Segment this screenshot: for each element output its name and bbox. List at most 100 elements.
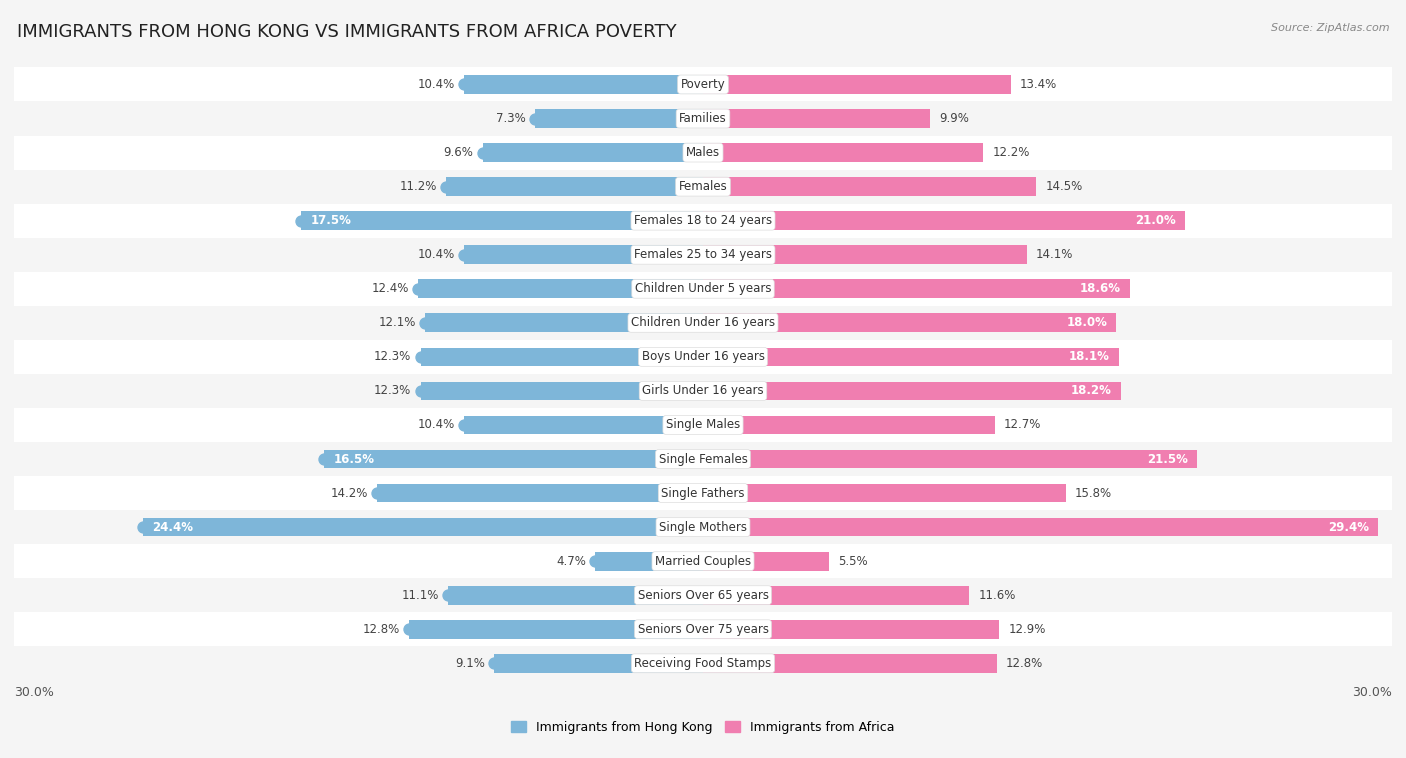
Bar — [14, 136, 1392, 170]
Text: 12.3%: 12.3% — [374, 350, 412, 363]
Text: 12.4%: 12.4% — [371, 282, 409, 296]
Legend: Immigrants from Hong Kong, Immigrants from Africa: Immigrants from Hong Kong, Immigrants fr… — [506, 716, 900, 739]
Bar — [703, 314, 1116, 332]
Text: Receiving Food Stamps: Receiving Food Stamps — [634, 657, 772, 670]
Bar — [703, 552, 830, 571]
Bar — [494, 654, 703, 672]
Text: 29.4%: 29.4% — [1329, 521, 1369, 534]
Bar — [703, 143, 983, 162]
Text: Seniors Over 75 years: Seniors Over 75 years — [637, 623, 769, 636]
Text: Poverty: Poverty — [681, 78, 725, 91]
Text: 16.5%: 16.5% — [333, 453, 374, 465]
Bar — [14, 238, 1392, 272]
Bar — [703, 415, 994, 434]
Bar — [703, 484, 1066, 503]
Text: 15.8%: 15.8% — [1076, 487, 1112, 500]
Bar — [14, 442, 1392, 476]
Bar — [14, 305, 1392, 340]
Bar — [464, 415, 703, 434]
Text: Seniors Over 65 years: Seniors Over 65 years — [637, 589, 769, 602]
Text: 7.3%: 7.3% — [496, 112, 526, 125]
Bar — [703, 211, 1185, 230]
Text: Children Under 16 years: Children Under 16 years — [631, 316, 775, 329]
Text: 12.3%: 12.3% — [374, 384, 412, 397]
Text: 18.2%: 18.2% — [1071, 384, 1112, 397]
Text: 11.1%: 11.1% — [402, 589, 439, 602]
Text: 11.2%: 11.2% — [399, 180, 437, 193]
Bar — [14, 408, 1392, 442]
Bar — [425, 314, 703, 332]
Text: Males: Males — [686, 146, 720, 159]
Bar — [14, 340, 1392, 374]
Bar — [14, 170, 1392, 204]
Bar — [595, 552, 703, 571]
Text: 5.5%: 5.5% — [838, 555, 868, 568]
Text: Females 18 to 24 years: Females 18 to 24 years — [634, 215, 772, 227]
Text: 30.0%: 30.0% — [1353, 686, 1392, 699]
Bar — [14, 510, 1392, 544]
Text: 9.9%: 9.9% — [939, 112, 969, 125]
Bar — [449, 586, 703, 605]
Text: 12.8%: 12.8% — [363, 623, 399, 636]
Text: 13.4%: 13.4% — [1019, 78, 1057, 91]
Bar — [703, 177, 1036, 196]
Text: 18.1%: 18.1% — [1069, 350, 1109, 363]
Text: 21.0%: 21.0% — [1135, 215, 1175, 227]
Text: Source: ZipAtlas.com: Source: ZipAtlas.com — [1271, 23, 1389, 33]
Text: 21.5%: 21.5% — [1147, 453, 1188, 465]
Bar — [703, 381, 1121, 400]
Bar — [464, 75, 703, 94]
Bar — [418, 280, 703, 298]
Text: 12.8%: 12.8% — [1007, 657, 1043, 670]
Bar — [703, 246, 1026, 264]
Bar — [409, 620, 703, 639]
Text: 12.2%: 12.2% — [993, 146, 1029, 159]
Bar — [703, 449, 1197, 468]
Bar — [703, 347, 1119, 366]
Text: Single Fathers: Single Fathers — [661, 487, 745, 500]
Bar — [420, 381, 703, 400]
Text: Families: Families — [679, 112, 727, 125]
Bar — [703, 109, 931, 128]
Text: 9.1%: 9.1% — [456, 657, 485, 670]
Bar — [14, 272, 1392, 305]
Bar — [703, 280, 1130, 298]
Text: 12.9%: 12.9% — [1008, 623, 1046, 636]
Bar — [703, 75, 1011, 94]
Bar — [14, 647, 1392, 681]
Text: 14.1%: 14.1% — [1036, 248, 1073, 262]
Bar — [14, 102, 1392, 136]
Bar — [446, 177, 703, 196]
Text: 14.2%: 14.2% — [330, 487, 368, 500]
Bar — [703, 620, 1000, 639]
Text: 18.6%: 18.6% — [1080, 282, 1121, 296]
Bar — [536, 109, 703, 128]
Text: Single Females: Single Females — [658, 453, 748, 465]
Bar — [420, 347, 703, 366]
Bar — [14, 612, 1392, 647]
Text: 11.6%: 11.6% — [979, 589, 1017, 602]
Text: IMMIGRANTS FROM HONG KONG VS IMMIGRANTS FROM AFRICA POVERTY: IMMIGRANTS FROM HONG KONG VS IMMIGRANTS … — [17, 23, 676, 41]
Bar — [14, 204, 1392, 238]
Text: 17.5%: 17.5% — [311, 215, 352, 227]
Bar — [703, 518, 1378, 537]
Text: Boys Under 16 years: Boys Under 16 years — [641, 350, 765, 363]
Bar — [14, 374, 1392, 408]
Bar — [14, 476, 1392, 510]
Bar — [703, 654, 997, 672]
Text: Single Mothers: Single Mothers — [659, 521, 747, 534]
Text: 14.5%: 14.5% — [1045, 180, 1083, 193]
Text: 9.6%: 9.6% — [443, 146, 474, 159]
Bar — [142, 518, 703, 537]
Bar — [14, 544, 1392, 578]
Bar — [703, 586, 969, 605]
Bar — [482, 143, 703, 162]
Bar — [14, 67, 1392, 102]
Text: 4.7%: 4.7% — [555, 555, 586, 568]
Bar — [301, 211, 703, 230]
Text: 24.4%: 24.4% — [152, 521, 193, 534]
Text: 10.4%: 10.4% — [418, 78, 456, 91]
Text: Children Under 5 years: Children Under 5 years — [634, 282, 772, 296]
Text: Females: Females — [679, 180, 727, 193]
Text: 30.0%: 30.0% — [14, 686, 53, 699]
